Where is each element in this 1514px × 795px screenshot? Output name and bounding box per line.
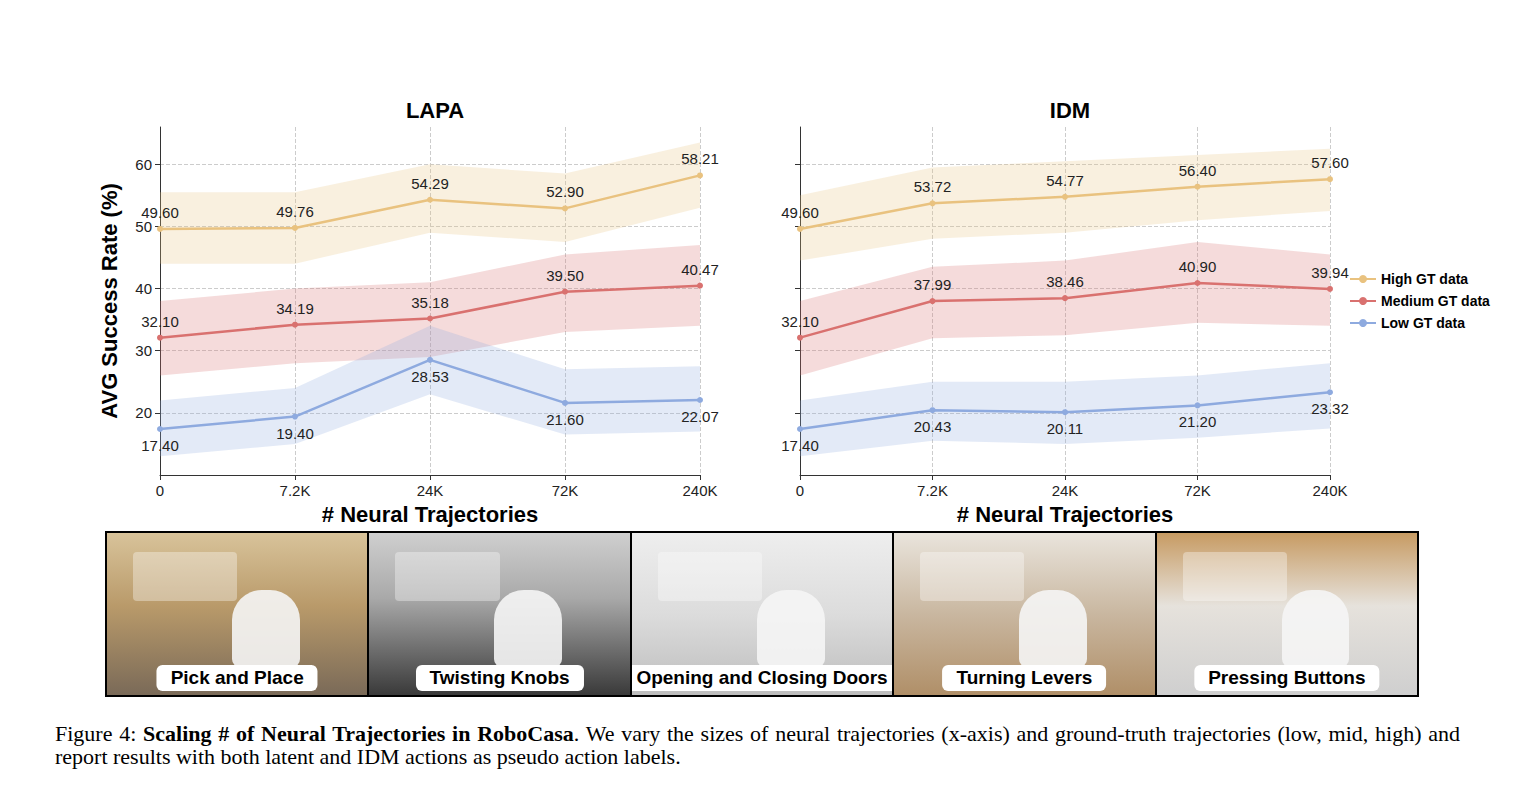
- svg-text:IDM: IDM: [1050, 98, 1090, 123]
- svg-text:20: 20: [135, 404, 152, 421]
- svg-text:20.11: 20.11: [1047, 420, 1083, 437]
- html-text:Pressing Buttons: Pressing Buttons: [1208, 667, 1366, 688]
- svg-text:21.20: 21.20: [1179, 413, 1217, 430]
- svg-text:49.76: 49.76: [276, 203, 314, 220]
- svg-text:Medium GT data: Medium GT data: [1381, 293, 1490, 309]
- svg-text:60: 60: [135, 156, 152, 173]
- svg-text:54.29: 54.29: [411, 175, 449, 192]
- svg-text:0: 0: [156, 482, 164, 499]
- svg-text:38.46: 38.46: [1046, 273, 1084, 290]
- svg-text:22.07: 22.07: [681, 408, 719, 425]
- svg-text:57.60: 57.60: [1311, 154, 1349, 171]
- svg-text:72K: 72K: [1184, 482, 1211, 499]
- svg-text:24K: 24K: [417, 482, 444, 499]
- svg-text:53.72: 53.72: [914, 178, 952, 195]
- svg-text:High GT data: High GT data: [1381, 271, 1468, 287]
- svg-text:21.60: 21.60: [546, 411, 584, 428]
- html-text:Turning Levers: Turning Levers: [956, 667, 1093, 688]
- svg-text:30: 30: [135, 342, 152, 359]
- svg-text:19.40: 19.40: [276, 425, 314, 442]
- html-text:Opening and Closing Doors: Opening and Closing Doors: [636, 667, 888, 688]
- svg-text:32.10: 32.10: [141, 313, 179, 330]
- svg-text:49.60: 49.60: [141, 204, 179, 221]
- svg-text:40.90: 40.90: [1179, 258, 1217, 275]
- html-text:Figure 4: Scaling # of Neural: Figure 4: Scaling # of Neural Trajectori…: [55, 721, 1460, 769]
- svg-text:72K: 72K: [552, 482, 579, 499]
- svg-text:24K: 24K: [1052, 482, 1079, 499]
- svg-text:240K: 240K: [1312, 482, 1347, 499]
- svg-text:54.77: 54.77: [1046, 172, 1084, 189]
- svg-text:39.94: 39.94: [1311, 264, 1349, 281]
- svg-text:34.19: 34.19: [276, 300, 314, 317]
- svg-text:240K: 240K: [682, 482, 717, 499]
- svg-text:23.32: 23.32: [1311, 400, 1349, 417]
- svg-text:LAPA: LAPA: [406, 98, 464, 123]
- svg-text:39.50: 39.50: [546, 267, 584, 284]
- svg-text:7.2K: 7.2K: [917, 482, 948, 499]
- svg-text:50: 50: [135, 217, 152, 235]
- svg-text:32.10: 32.10: [781, 313, 819, 330]
- svg-text:56.40: 56.40: [1179, 162, 1217, 179]
- svg-text:37.99: 37.99: [914, 276, 952, 293]
- svg-text:# Neural Trajectories: # Neural Trajectories: [957, 502, 1173, 527]
- svg-text:7.2K: 7.2K: [280, 482, 311, 499]
- svg-text:20.43: 20.43: [914, 418, 952, 435]
- html-text:Twisting Knobs: Twisting Knobs: [429, 667, 570, 688]
- svg-text:17.40: 17.40: [141, 437, 179, 454]
- svg-text:40.47: 40.47: [681, 261, 719, 278]
- svg-text:35.18: 35.18: [411, 294, 449, 311]
- svg-text:58.21: 58.21: [681, 150, 719, 167]
- svg-text:52.90: 52.90: [546, 183, 584, 200]
- svg-text:# Neural Trajectories: # Neural Trajectories: [322, 502, 538, 527]
- svg-text:17.40: 17.40: [781, 437, 819, 454]
- svg-text:AVG Success Rate (%): AVG Success Rate (%): [97, 183, 122, 419]
- svg-text:0: 0: [796, 482, 804, 499]
- svg-text:28.53: 28.53: [411, 368, 449, 385]
- html-text:Pick and Place: Pick and Place: [170, 667, 304, 688]
- svg-text:49.60: 49.60: [781, 204, 819, 221]
- svg-text:Low GT data: Low GT data: [1381, 315, 1465, 331]
- svg-text:40: 40: [135, 280, 152, 297]
